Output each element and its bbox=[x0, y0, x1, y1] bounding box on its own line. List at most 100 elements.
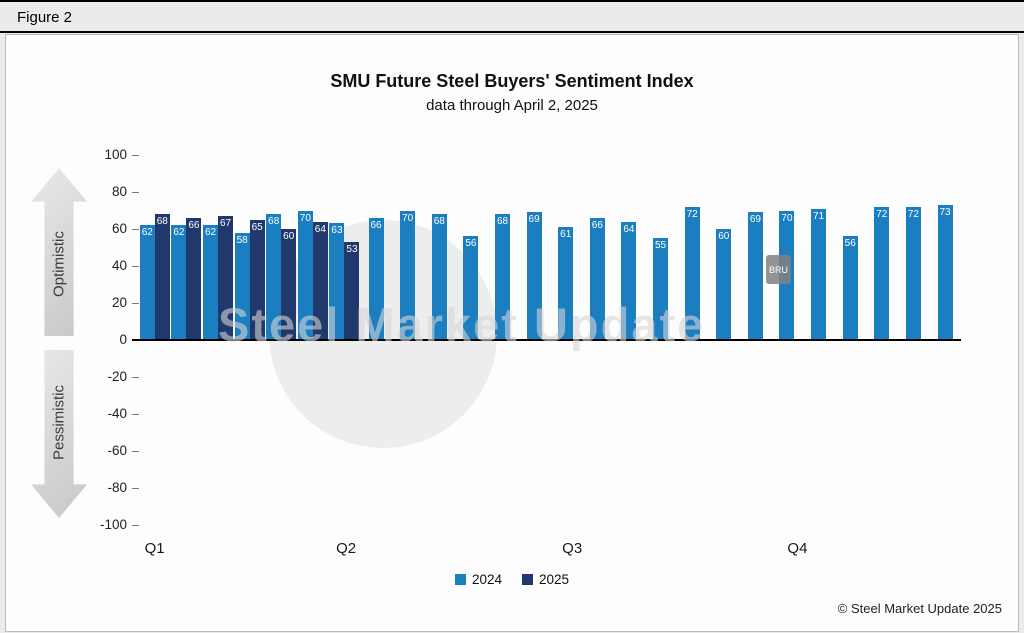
bar-2024: 69 bbox=[526, 212, 542, 340]
bar-2024: 70 bbox=[297, 210, 313, 340]
y-tick-label: 100 bbox=[104, 147, 127, 162]
bar-value-label: 60 bbox=[718, 231, 730, 242]
y-tick-label: 60 bbox=[111, 221, 127, 236]
legend-swatch-icon bbox=[522, 574, 533, 585]
y-tick-mark bbox=[132, 488, 139, 489]
y-tick-label: -60 bbox=[107, 443, 127, 458]
bar-2024: 72 bbox=[874, 206, 890, 340]
bar-value-label: 61 bbox=[560, 229, 572, 241]
bar-2024: 58 bbox=[234, 232, 250, 340]
bar-group: 72 bbox=[866, 206, 898, 340]
bar-value-label: 66 bbox=[188, 219, 200, 231]
bar-2024: 61 bbox=[558, 227, 574, 340]
bar-value-label: 69 bbox=[528, 214, 540, 226]
bar-group: 70 64 bbox=[297, 210, 329, 340]
bar-group: 56 bbox=[455, 236, 487, 340]
bar-2025: 64 bbox=[312, 221, 328, 340]
bar-value-label: 71 bbox=[813, 210, 825, 222]
y-tick-mark bbox=[132, 414, 139, 415]
y-tick-label: -40 bbox=[107, 406, 127, 421]
bar-group: 63 53 bbox=[329, 223, 361, 340]
legend-swatch-icon bbox=[454, 574, 466, 585]
bars: 62 68 62 66 62 67 58 65 68 60 70 64 63 53 66 70 68 56 68 69… bbox=[139, 155, 961, 340]
legend-label: 2025 bbox=[539, 572, 570, 587]
bar-2024: 69 bbox=[747, 212, 763, 340]
bar-value-label: 62 bbox=[204, 227, 217, 239]
bar-value-label: 70 bbox=[402, 212, 414, 224]
bar-2024: 68 bbox=[266, 214, 282, 340]
figure-label: Figure 2 bbox=[17, 9, 73, 26]
legend: 2024 2025 bbox=[6, 572, 1018, 587]
bar-value-label: 64 bbox=[623, 223, 635, 235]
bar-value-label: 66 bbox=[370, 219, 382, 231]
bar-value-label: 66 bbox=[591, 219, 603, 231]
bar-value-label: 67 bbox=[219, 218, 232, 230]
bar-value-label: 70 bbox=[299, 212, 311, 224]
bar-group: 68 60 bbox=[265, 214, 297, 340]
bar-value-label: 68 bbox=[433, 216, 445, 228]
bar-value-label: 63 bbox=[331, 225, 343, 237]
bar-2024: 68 bbox=[495, 214, 510, 340]
bar-group: 58 65 bbox=[234, 219, 266, 340]
bar-2024: 60 bbox=[716, 229, 732, 340]
bar-2025: 60 bbox=[281, 229, 297, 340]
x-tick-label-q4: Q4 bbox=[787, 540, 808, 557]
chart-title: SMU Future Steel Buyers' Sentiment Index bbox=[330, 71, 694, 91]
bar-value-label: 73 bbox=[939, 206, 951, 218]
bar-value-label: 68 bbox=[268, 216, 280, 228]
watermark-badge: BRU bbox=[766, 255, 791, 284]
bar-value-label: 62 bbox=[141, 227, 153, 239]
bar-group: 69 bbox=[740, 212, 772, 340]
bar-group: 70 bbox=[392, 210, 424, 340]
legend-item-2024: 2024 bbox=[454, 572, 502, 587]
bar-value-label: 60 bbox=[283, 231, 295, 242]
x-axis: Q1 Q2 Q3 Q4 bbox=[139, 540, 961, 560]
bar-2024: 64 bbox=[621, 221, 637, 340]
y-tick-mark bbox=[132, 525, 139, 526]
y-tick-mark bbox=[132, 229, 139, 230]
bar-2025: 53 bbox=[344, 241, 360, 340]
y-tick-label: 40 bbox=[111, 258, 127, 273]
header-divider bbox=[0, 31, 1024, 33]
x-tick-label-q1: Q1 bbox=[144, 540, 165, 557]
bar-group: 68 bbox=[423, 214, 455, 340]
bar-2024: 70 bbox=[400, 210, 416, 340]
bar-value-label: 62 bbox=[173, 227, 185, 239]
bar-2024: 56 bbox=[463, 236, 479, 340]
bar-group: 62 68 bbox=[139, 214, 171, 340]
bar-2025: 67 bbox=[218, 216, 234, 340]
bar-group: 55 bbox=[645, 238, 677, 340]
bar-2024: 66 bbox=[368, 217, 384, 340]
bar-value-label: 70 bbox=[781, 212, 793, 224]
bar-value-label: 53 bbox=[346, 243, 358, 255]
bar-value-label: 56 bbox=[844, 238, 856, 250]
bar-value-label: 68 bbox=[496, 216, 509, 228]
bar-group: 62 67 bbox=[202, 216, 234, 340]
bar-group: 62 66 bbox=[171, 217, 203, 340]
bar-group: 69 bbox=[518, 212, 550, 340]
bar-value-label: 72 bbox=[876, 208, 888, 220]
bar-2024: 72 bbox=[684, 206, 700, 340]
bar-value-label: 72 bbox=[907, 208, 919, 220]
bar-2024: 62 bbox=[171, 225, 187, 340]
y-tick-label: 80 bbox=[111, 184, 127, 199]
bar-group: 64 bbox=[613, 221, 645, 340]
plot-area: 100 80 60 40 20 0 -20 -40 -60 -80 -100 62 68 62 66 62 6… bbox=[100, 147, 961, 557]
bar-value-label: 58 bbox=[236, 234, 248, 246]
bar-2024: 62 bbox=[139, 225, 155, 340]
bar-value-label: 68 bbox=[156, 216, 168, 228]
bar-value-label: 69 bbox=[749, 214, 761, 226]
bar-2024: 62 bbox=[203, 225, 219, 340]
bar-group: 66 bbox=[582, 217, 614, 340]
chart-subtitle: data through April 2, 2025 bbox=[426, 97, 598, 114]
bar-2025: 65 bbox=[249, 219, 265, 340]
bar-group: 61 bbox=[550, 227, 582, 340]
y-tick-mark bbox=[132, 155, 139, 156]
y-tick-mark bbox=[132, 266, 139, 267]
bar-group: 68 bbox=[487, 214, 519, 340]
bar-2025: 68 bbox=[154, 214, 170, 340]
zero-axis-line bbox=[132, 339, 961, 341]
bar-group: 72 bbox=[676, 206, 708, 340]
bar-group: 72 bbox=[898, 206, 930, 340]
bar-2024: 66 bbox=[589, 217, 605, 340]
